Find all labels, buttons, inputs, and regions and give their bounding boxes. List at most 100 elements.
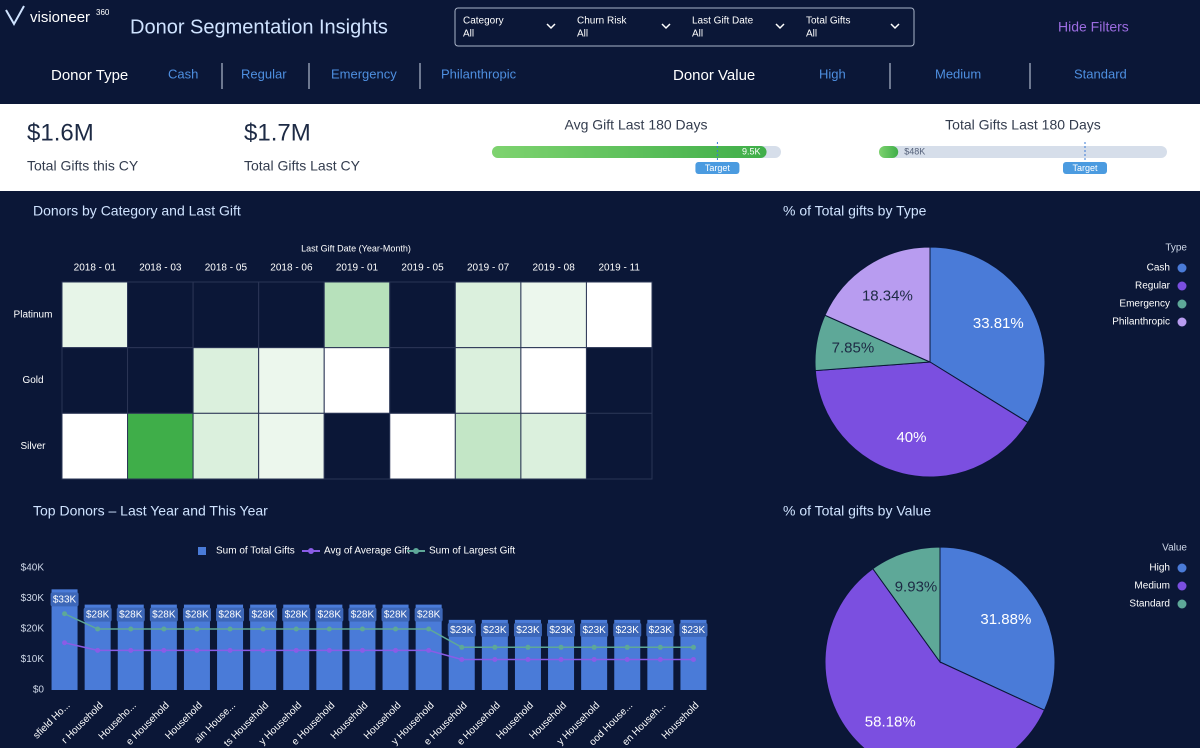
point xyxy=(293,647,299,653)
pie-slice xyxy=(824,246,931,363)
y-tick-label: $10K xyxy=(21,654,45,665)
empty-cell xyxy=(389,347,456,414)
legend-label: Standard xyxy=(1129,599,1170,610)
point xyxy=(161,647,167,653)
panel-title: Donors by Category and Last Gift xyxy=(33,203,241,219)
heat-cell xyxy=(258,347,325,414)
donor-value-option[interactable]: High xyxy=(819,66,846,81)
point xyxy=(558,644,564,650)
label-bg xyxy=(315,607,344,622)
donor-type-option[interactable]: Philanthropic xyxy=(441,66,517,81)
label-bg xyxy=(580,622,609,637)
empty-cell xyxy=(585,347,653,414)
filter[interactable]: Category All xyxy=(463,16,556,40)
point xyxy=(591,657,597,662)
heat-cell xyxy=(323,281,391,349)
pie-slice xyxy=(872,546,941,664)
filter[interactable]: Total Gifts All xyxy=(806,16,900,40)
panel-title: % of Total gifts by Type xyxy=(783,203,927,219)
pie-slice xyxy=(939,546,1056,711)
label-bg xyxy=(348,607,377,622)
point xyxy=(227,626,233,632)
legend-swatch xyxy=(413,548,419,554)
data-label: $23K xyxy=(516,625,540,636)
point xyxy=(459,644,465,650)
point xyxy=(194,647,200,653)
chevron xyxy=(775,23,785,30)
target-badge xyxy=(1063,162,1107,174)
data-label: 40% xyxy=(896,429,926,446)
filter-label: Category xyxy=(463,16,504,27)
data-label: 18.34% xyxy=(862,287,913,304)
legend-label: Philanthropic xyxy=(1112,317,1170,328)
point xyxy=(426,647,432,653)
legend-swatch xyxy=(1177,599,1187,609)
legend-title: Value xyxy=(1162,543,1187,554)
heat-cell xyxy=(454,281,522,349)
y-tick-label: $30K xyxy=(21,593,45,604)
point xyxy=(558,657,564,662)
x-tick-label: 2019 - 05 xyxy=(401,263,444,274)
donor-type-option[interactable]: Cash xyxy=(168,66,198,81)
empty-cell xyxy=(61,347,129,414)
data-label: $23K xyxy=(582,625,606,636)
label-bg xyxy=(613,622,642,637)
logo-sup: 360 xyxy=(96,8,110,17)
filter[interactable]: Churn Risk All xyxy=(577,16,671,40)
label-bg xyxy=(149,607,178,622)
empty-cell xyxy=(258,281,325,349)
donor-value-label: Donor Value xyxy=(673,67,755,84)
point xyxy=(624,657,630,662)
empty-cell xyxy=(127,347,194,414)
point xyxy=(326,626,332,632)
donor-value-option[interactable]: Standard xyxy=(1074,66,1127,81)
hide-filters[interactable]: Hide Filters xyxy=(1058,19,1129,35)
gauge-fill xyxy=(492,146,767,158)
legend-label: Cash xyxy=(1147,263,1170,274)
heat-cell xyxy=(61,412,129,480)
data-label: $28K xyxy=(86,610,110,621)
data-label: $28K xyxy=(152,610,176,621)
donor-value-option[interactable]: Medium xyxy=(935,66,981,81)
kpi-label: Total Gifts this CY xyxy=(27,158,139,174)
logo: visioneer xyxy=(30,9,90,26)
point xyxy=(62,640,68,646)
empty-cell xyxy=(585,412,653,480)
point xyxy=(591,644,597,650)
donor-type-option[interactable]: Regular xyxy=(241,66,287,81)
point xyxy=(326,647,332,653)
filter[interactable]: Last Gift Date All xyxy=(692,16,785,40)
point xyxy=(62,611,68,617)
line xyxy=(64,613,694,649)
point xyxy=(393,647,399,653)
heat-cell xyxy=(454,412,522,480)
legend-swatch xyxy=(1177,263,1187,273)
point xyxy=(426,626,432,632)
heat-cell xyxy=(454,347,522,414)
heat-cell xyxy=(258,412,325,480)
chevron xyxy=(661,23,671,30)
point xyxy=(690,644,696,650)
panel-title: Top Donors – Last Year and This Year xyxy=(33,503,268,519)
point xyxy=(128,626,134,632)
label-bg xyxy=(381,607,410,622)
legend-swatch xyxy=(198,547,206,555)
kpi-value: $1.7M xyxy=(244,119,311,146)
empty-cell xyxy=(389,281,456,349)
panel-title: % of Total gifts by Value xyxy=(783,503,931,519)
point xyxy=(260,626,266,632)
point xyxy=(293,626,299,632)
point xyxy=(525,657,531,662)
point xyxy=(359,626,365,632)
data-label: $23K xyxy=(450,625,474,636)
donor-type-option[interactable]: Emergency xyxy=(331,66,397,81)
label-bg xyxy=(414,607,443,622)
legend-label: Regular xyxy=(1135,281,1171,292)
x-tick-label: 2018 - 03 xyxy=(139,263,182,274)
gauge-value: $48K xyxy=(904,146,925,156)
label-bg xyxy=(116,607,145,622)
data-label: $28K xyxy=(119,610,143,621)
heat-cell xyxy=(520,281,587,349)
x-tick-label: 2018 - 05 xyxy=(205,263,248,274)
